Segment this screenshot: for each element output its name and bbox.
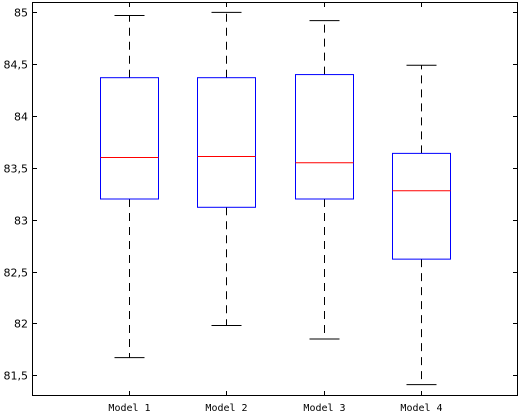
y-tick-label: 84 [14, 111, 28, 124]
box [100, 77, 159, 200]
box [392, 152, 451, 260]
y-tick-label: 84,5 [4, 59, 29, 72]
box [295, 74, 354, 200]
y-tick-label: 82 [14, 318, 28, 331]
x-tick-label: Model 2 [205, 403, 247, 414]
box [197, 77, 256, 208]
x-tick-label: Model 4 [400, 403, 442, 414]
plot-marks [100, 11, 451, 386]
y-tick-label: 83 [14, 215, 28, 228]
y-tick-label: 81,5 [4, 370, 29, 383]
x-tick-label: Model 3 [303, 403, 345, 414]
y-tick-label: 82,5 [4, 267, 29, 280]
plot-frame [32, 2, 518, 396]
y-tick-label: 83,5 [4, 163, 29, 176]
y-axis: 81,5 82 82,5 83 83,5 84 84,5 85 [4, 7, 518, 383]
x-tick-label: Model 1 [108, 403, 150, 414]
y-tick-label: 85 [14, 7, 28, 20]
